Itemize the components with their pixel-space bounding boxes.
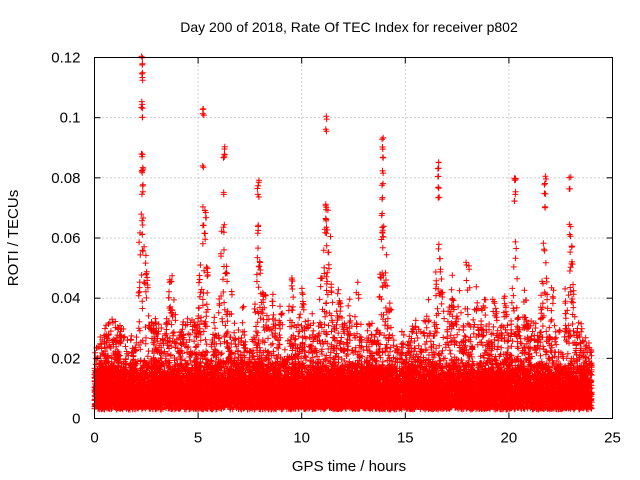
y-axis-label: ROTI / TECUs [5,190,22,286]
x-axis-tick-labels: 0 5 10 15 20 25 [90,430,621,447]
y-axis-tick-labels: 0 0.02 0.04 0.06 0.08 0.1 0.12 [51,50,80,428]
x-tick-label: 5 [194,430,202,447]
chart-title: Day 200 of 2018, Rate Of TEC Index for r… [180,19,518,35]
x-tick-label: 20 [501,430,518,447]
data-points [91,53,595,413]
y-tick-label: 0 [72,411,80,428]
x-tick-label: 0 [90,430,98,447]
axis-ticks [94,57,613,419]
roti-points [91,53,595,413]
y-tick-label: 0.1 [60,110,81,127]
y-tick-label: 0.06 [51,230,80,247]
y-tick-label: 0.02 [51,350,80,367]
y-tick-label: 0.04 [51,290,80,307]
x-axis-label: GPS time / hours [292,458,406,475]
x-tick-label: 10 [293,430,310,447]
x-tick-label: 25 [604,430,621,447]
x-tick-label: 15 [397,430,414,447]
y-tick-label: 0.12 [51,50,80,67]
y-tick-label: 0.08 [51,170,80,187]
